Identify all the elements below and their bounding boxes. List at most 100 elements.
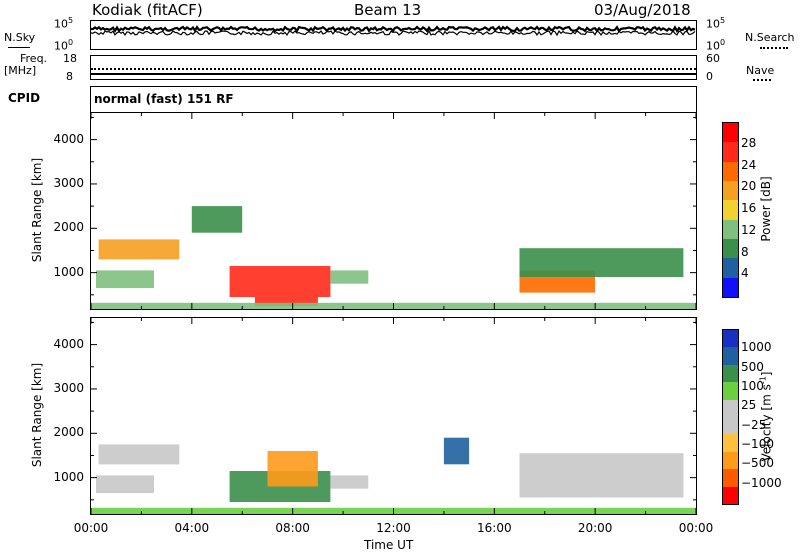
power-colorbar: [722, 122, 739, 298]
velocity-colorbar-cell: [723, 364, 738, 383]
time-tick-label: 16:00: [477, 521, 512, 535]
velocity-colorbar-tick: 1000: [741, 340, 772, 355]
power-colorbar-cell: [723, 219, 738, 240]
nsky-label: N.Sky: [4, 31, 36, 44]
velocity-y-tick-label: 1000: [53, 469, 84, 484]
power-echo-band: [330, 270, 369, 284]
nave-tick-top: 60: [706, 52, 720, 65]
velocity-colorbar-tick: 100: [741, 379, 764, 393]
power-y-tick-label: 1000: [53, 264, 84, 279]
nave-tick-bottom: 0: [706, 70, 713, 83]
power-colorbar-cell: [723, 200, 738, 221]
power-y-tick-label: 3000: [53, 175, 84, 190]
power-panel: [90, 112, 697, 310]
velocity-colorbar-cell: [723, 434, 738, 453]
velocity-colorbar-tick: −500: [741, 456, 774, 471]
power-colorbar-cell: [723, 258, 738, 279]
power-echo-band: [191, 206, 243, 233]
power-y-tick-label: 2000: [53, 220, 84, 235]
power-colorbar-cell: [723, 123, 738, 143]
power-ylabel: Slant Range [km]: [30, 157, 44, 263]
nave-legend-line: [753, 79, 771, 81]
nsearch-tick-bottom: 100: [706, 38, 726, 53]
nsearch-legend-line: [760, 47, 788, 49]
velocity-colorbar-cell: [723, 399, 738, 418]
velocity-y-tick-label: 4000: [53, 336, 84, 351]
velocity-y-tick-label: 3000: [53, 380, 84, 395]
velocity-colorbar-cell: [723, 347, 738, 366]
power-echo-band: [254, 297, 318, 306]
freq-tick-bottom: 8: [66, 70, 73, 83]
power-colorbar-tick: 20: [741, 179, 757, 194]
velocity-echo-band: [267, 451, 318, 487]
date-label: 03/Aug/2018: [594, 1, 691, 19]
freq-panel: [90, 55, 697, 80]
time-tick-label: 08:00: [275, 521, 310, 535]
power-colorbar-cell: [723, 142, 738, 163]
velocity-colorbar-cell: [723, 486, 738, 505]
power-colorbar-cell: [723, 239, 738, 259]
time-axis-label: Time UT: [364, 538, 414, 552]
velocity-colorbar-cell: [723, 382, 738, 401]
velocity-echo-band: [519, 453, 684, 498]
power-echo-band: [229, 266, 331, 297]
power-colorbar-tick: 28: [741, 135, 757, 150]
power-colorbar-tick: 4: [741, 266, 749, 281]
freq-tick-top: 18: [63, 52, 77, 65]
velocity-echo-band: [96, 475, 154, 494]
station-title: Kodiak (fitACF): [92, 1, 203, 19]
power-colorbar-tick: 8: [741, 244, 749, 259]
velocity-y-tick-label: 2000: [53, 425, 84, 440]
velocity-colorbar-tick: 500: [741, 359, 764, 374]
beam-label: Beam 13: [354, 1, 422, 19]
velocity-colorbar-cell: [723, 469, 738, 488]
nsearch-tick-top: 105: [706, 16, 726, 31]
freq-label: Freq.: [20, 52, 48, 65]
nsky-tick-bottom: 100: [54, 38, 74, 53]
velocity-colorbar-tick: −1000: [741, 475, 782, 490]
power-colorbar-cell: [723, 161, 738, 182]
time-tick-label: 20:00: [577, 521, 613, 535]
power-echo-band: [96, 270, 154, 289]
freq-unit: [MHz]: [4, 64, 37, 77]
power-echo-band: [519, 248, 684, 277]
cpid-label: CPID: [8, 91, 41, 105]
nsearch-label: N.Search: [745, 31, 795, 44]
velocity-colorbar-tick: −25: [741, 417, 767, 432]
nsky-tick-top: 105: [54, 16, 74, 31]
velocity-panel: [90, 317, 697, 515]
power-colorbar-cell: [723, 277, 738, 298]
velocity-colorbar-label: Velocity [m s-1]: [758, 371, 774, 462]
power-colorbar-tick: 16: [741, 201, 757, 215]
velocity-echo-band: [330, 475, 369, 489]
velocity-ylabel: Slant Range [km]: [30, 362, 44, 468]
cpid-text: normal (fast) 151 RF: [94, 92, 234, 106]
velocity-echo-band: [443, 437, 470, 465]
time-tick-label: 04:00: [174, 521, 210, 535]
velocity-colorbar: [722, 329, 739, 505]
velocity-colorbar-tick: 25: [741, 398, 757, 413]
time-tick-label: 00:00: [678, 521, 714, 535]
velocity-heatmap: [90, 318, 697, 514]
velocity-colorbar-tick: −100: [741, 437, 774, 451]
nave-label: Nave: [746, 64, 775, 77]
power-colorbar-tick: 24: [741, 157, 757, 172]
power-colorbar-label: Power [dB]: [759, 176, 773, 242]
power-colorbar-tick: 12: [741, 222, 757, 237]
nsky-panel: [90, 20, 697, 50]
cpid-panel: normal (fast) 151 RF: [90, 86, 697, 112]
nsky-trace: [90, 25, 696, 37]
velocity-colorbar-cell: [723, 330, 738, 348]
velocity-colorbar-cell: [723, 417, 738, 435]
power-colorbar-cell: [723, 181, 738, 201]
time-tick-label: 00:00: [73, 521, 109, 535]
nsky-legend-line: [8, 47, 30, 48]
power-heatmap: [90, 113, 697, 309]
nave-trace: [91, 68, 696, 70]
freq-trace: [91, 73, 696, 75]
velocity-echo-band: [98, 444, 180, 465]
velocity-colorbar-cell: [723, 451, 738, 470]
power-echo-band: [98, 239, 180, 260]
power-y-tick-label: 4000: [53, 131, 84, 146]
time-tick-label: 12:00: [376, 521, 411, 535]
